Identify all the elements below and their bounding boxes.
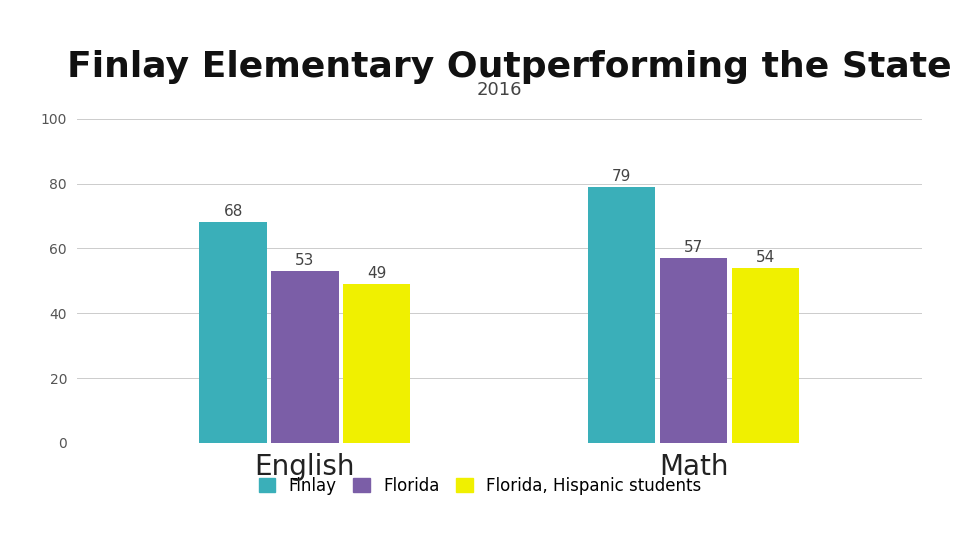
Text: 49: 49	[367, 266, 386, 281]
Text: 53: 53	[296, 253, 315, 268]
Text: 68: 68	[224, 204, 243, 219]
Bar	[660, 258, 728, 443]
Text: Finlay Elementary Outperforming the State: Finlay Elementary Outperforming the Stat…	[67, 51, 951, 84]
Text: ©2017 THE EDUCATION TRUST: ©2017 THE EDUCATION TRUST	[733, 516, 948, 529]
Text: 54: 54	[756, 249, 775, 265]
Text: 79: 79	[612, 168, 632, 184]
Text: 57: 57	[684, 240, 703, 255]
Bar	[271, 271, 339, 443]
Legend: Finlay, Florida, Florida, Hispanic students: Finlay, Florida, Florida, Hispanic stude…	[258, 477, 702, 495]
Bar	[588, 187, 656, 443]
Bar	[343, 284, 411, 443]
Bar	[200, 222, 267, 443]
Bar	[732, 268, 799, 443]
Text: 2016: 2016	[476, 82, 522, 99]
Text: Source: Florida Department of Education: Source: Florida Department of Education	[12, 517, 239, 528]
